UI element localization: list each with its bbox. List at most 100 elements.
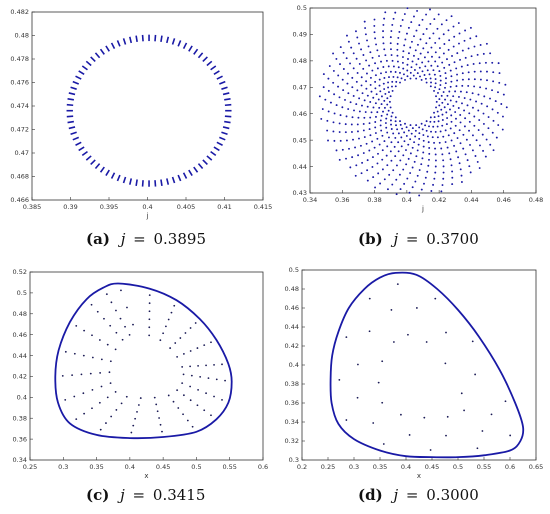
pb-point bbox=[402, 56, 404, 58]
pc-point bbox=[82, 354, 85, 357]
pb-point bbox=[421, 70, 424, 73]
pb-point bbox=[416, 43, 419, 46]
pb-point bbox=[481, 133, 484, 136]
pb-point bbox=[489, 143, 492, 146]
pb-point bbox=[361, 92, 364, 95]
pc-point bbox=[159, 423, 162, 426]
pb-point bbox=[459, 168, 462, 171]
pb-point bbox=[469, 143, 471, 146]
pc-point bbox=[83, 329, 86, 332]
pa-xtick-label: 0.385 bbox=[23, 203, 42, 211]
pb-point bbox=[344, 98, 346, 101]
pc-point bbox=[169, 347, 172, 349]
pb-point bbox=[434, 60, 437, 63]
caption-b-var: j bbox=[390, 230, 398, 248]
pa-dash-point bbox=[193, 48, 199, 55]
pd-point bbox=[481, 430, 484, 432]
pb-point bbox=[422, 47, 425, 50]
pb-point bbox=[387, 65, 390, 68]
pb-point bbox=[388, 91, 390, 94]
pb-point bbox=[434, 165, 437, 168]
pc-point bbox=[132, 424, 135, 427]
pb-point bbox=[463, 125, 466, 128]
pb-point bbox=[345, 57, 348, 60]
pb-point bbox=[438, 56, 441, 59]
pb-point bbox=[349, 62, 351, 65]
pa-dash-point bbox=[224, 98, 231, 101]
pd-point bbox=[368, 297, 371, 300]
pa-dash-point bbox=[206, 60, 213, 67]
pb-point bbox=[399, 159, 402, 162]
pc-point bbox=[203, 344, 206, 347]
pb-point bbox=[410, 21, 413, 24]
pb-point bbox=[403, 131, 406, 134]
pb-point bbox=[462, 147, 465, 150]
pb-point bbox=[478, 167, 481, 169]
pc-point bbox=[177, 407, 180, 409]
pb-point bbox=[341, 148, 344, 151]
pb-point bbox=[366, 39, 368, 42]
pc-point bbox=[148, 334, 151, 337]
pa-dash-point bbox=[182, 172, 188, 179]
pb-point bbox=[422, 134, 425, 136]
pb-point bbox=[475, 139, 478, 142]
pb-point bbox=[434, 159, 437, 162]
pb-point bbox=[380, 95, 383, 98]
pb-point bbox=[473, 124, 476, 127]
pc-ytick-label: 0.5 bbox=[17, 289, 27, 297]
pb-point bbox=[352, 94, 355, 97]
pc-point bbox=[125, 395, 128, 398]
pc-point bbox=[167, 318, 170, 321]
pb-point bbox=[454, 124, 457, 127]
pc-point bbox=[182, 413, 184, 416]
pb-point bbox=[495, 136, 498, 139]
pb-point bbox=[415, 77, 418, 80]
pb-point bbox=[415, 124, 418, 127]
pb-point bbox=[461, 102, 463, 105]
pb-point bbox=[457, 95, 460, 98]
panel-d: 0.2 0.25 0.3 0.35 0.4 0.45 0.5 0.55 0.6 0.65 0.3 0.… bbox=[285, 266, 544, 480]
pb-point bbox=[451, 176, 454, 179]
pb-point bbox=[406, 63, 409, 66]
pb-point bbox=[420, 163, 423, 166]
pb-point bbox=[436, 27, 439, 30]
pb-point bbox=[418, 126, 421, 129]
pb-point bbox=[351, 156, 354, 159]
pa-dash-point bbox=[78, 70, 85, 75]
pb-point bbox=[337, 74, 340, 77]
pc-point bbox=[114, 391, 117, 393]
pb-point bbox=[405, 149, 407, 151]
pb-point bbox=[396, 60, 399, 63]
pd-xtick-label: 0.6 bbox=[505, 463, 515, 471]
pa-dash-point bbox=[210, 65, 217, 71]
pa-xtick-label: 0.4 bbox=[142, 203, 152, 211]
pa-ytick-label: 0.468 bbox=[10, 173, 29, 181]
pb-point bbox=[450, 75, 453, 78]
pb-point bbox=[398, 30, 401, 33]
pb-point bbox=[496, 111, 499, 114]
pc-point bbox=[190, 374, 193, 377]
pb-point bbox=[404, 122, 406, 125]
pa-dash-point bbox=[224, 103, 232, 107]
pc-xtick-label: 0.4 bbox=[125, 463, 135, 471]
pb-point bbox=[352, 67, 355, 70]
pb-ytick-label: 0.5 bbox=[297, 4, 307, 12]
pb-point bbox=[478, 119, 481, 121]
pa-ytick-label: 0.472 bbox=[10, 126, 29, 134]
pb-point bbox=[402, 50, 405, 53]
pc-xtick-label: 0.6 bbox=[258, 463, 268, 471]
pb-point bbox=[477, 129, 480, 131]
pa-ytick-label: 0.48 bbox=[15, 32, 29, 40]
pb-point bbox=[501, 115, 504, 118]
pa-dash-point bbox=[105, 169, 110, 176]
pb-point bbox=[449, 99, 452, 102]
pb-point bbox=[358, 62, 361, 65]
pb-point bbox=[322, 73, 325, 76]
pb-point bbox=[436, 125, 439, 128]
pa-dash-point bbox=[171, 38, 176, 45]
pb-point bbox=[453, 61, 456, 64]
pc-ytick-label: 0.42 bbox=[13, 373, 27, 381]
pb-point bbox=[382, 82, 385, 85]
pb-point bbox=[347, 40, 350, 43]
pb-point bbox=[399, 24, 402, 27]
